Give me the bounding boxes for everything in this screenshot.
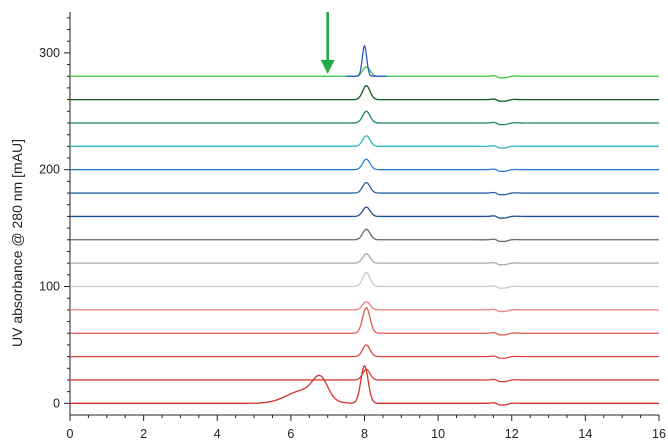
trace-baseline-180 bbox=[70, 181, 659, 196]
x-tick-label: 0 bbox=[67, 427, 74, 441]
trace-baseline-100 bbox=[70, 271, 659, 289]
trace-baseline-20 bbox=[70, 368, 659, 383]
axes: 0 2 4 6 8 10 12 14 16 0 100 200 300 bbox=[39, 12, 666, 441]
trace-baseline-260 bbox=[70, 85, 659, 102]
y-tick-label: 0 bbox=[53, 396, 60, 410]
trace-baseline-240 bbox=[70, 110, 659, 126]
x-tick-label: 14 bbox=[578, 427, 592, 441]
trace-baseline-160 bbox=[70, 206, 659, 219]
x-tick-label: 6 bbox=[287, 427, 294, 441]
arrow-head-icon bbox=[320, 59, 335, 74]
y-tick-label: 100 bbox=[39, 280, 60, 294]
x-tick-label: 4 bbox=[214, 427, 221, 441]
x-tick-label: 2 bbox=[140, 427, 147, 441]
y-tick-label: 200 bbox=[39, 163, 60, 177]
x-tick-label: 12 bbox=[505, 427, 519, 441]
trace-baseline-200 bbox=[70, 158, 659, 173]
annotations bbox=[320, 12, 335, 74]
x-tick-label: 10 bbox=[431, 427, 445, 441]
trace-baseline-120 bbox=[70, 253, 659, 266]
trace-baseline-60 bbox=[70, 307, 659, 336]
trace-baseline-40 bbox=[70, 344, 659, 359]
y-tick-label: 300 bbox=[39, 46, 60, 60]
trace-baseline-220 bbox=[70, 135, 659, 149]
trace-baseline-80 bbox=[70, 301, 659, 313]
trace-overlay-peak bbox=[346, 44, 387, 77]
trace-baseline-140 bbox=[70, 228, 659, 243]
traces bbox=[70, 44, 659, 406]
x-tick-label: 16 bbox=[652, 427, 666, 441]
x-tick-label: 8 bbox=[361, 427, 368, 441]
y-axis-label: UV absorbance @ 280 nm [mAU] bbox=[9, 139, 25, 347]
trace-baseline-0 bbox=[70, 364, 659, 406]
trace-baseline-280 bbox=[70, 66, 659, 79]
